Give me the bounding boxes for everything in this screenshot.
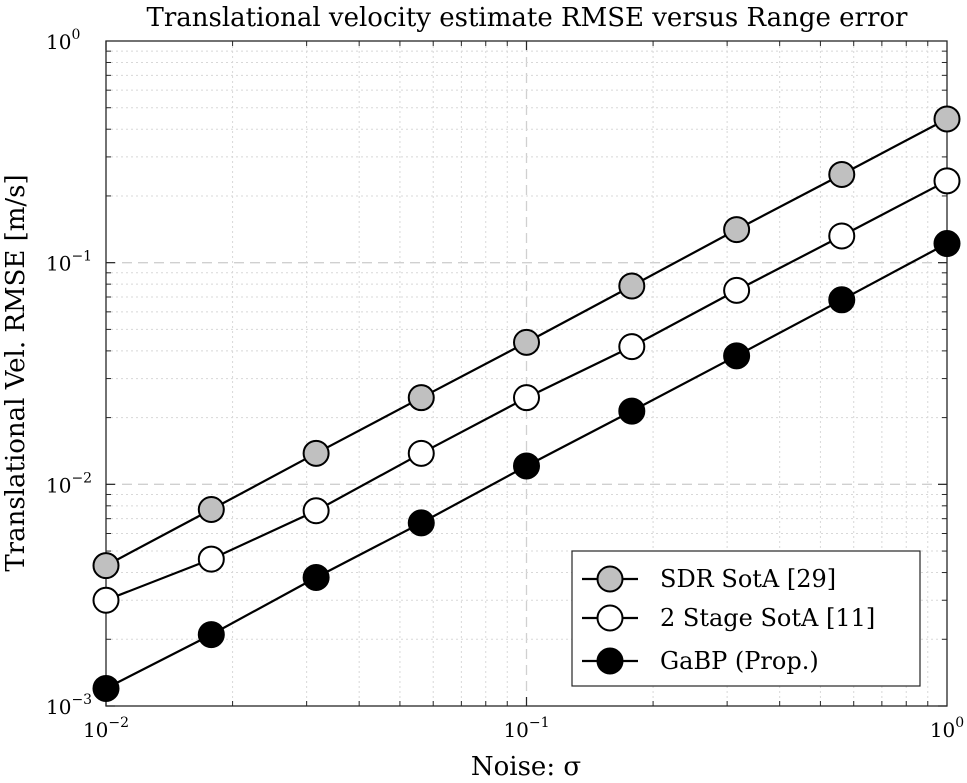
x-tick-label: 10−2 — [83, 715, 129, 742]
series-layer — [92, 105, 961, 702]
data-point — [723, 216, 751, 244]
data-point — [197, 621, 225, 649]
data-point — [618, 272, 646, 300]
legend: SDR SotA [29] 2 Stage SotA [11] GaBP (Prop… — [571, 550, 921, 687]
data-point — [933, 105, 961, 133]
legend-marker — [596, 647, 624, 675]
data-point — [92, 552, 120, 580]
data-point — [513, 384, 540, 412]
x-tick-labels: 10−2 10−1 100 — [83, 715, 964, 742]
x-axis-label: Noise: σ — [471, 752, 581, 782]
data-point — [828, 222, 856, 250]
y-tick-label: 10−2 — [46, 470, 92, 497]
data-point — [513, 328, 540, 356]
data-point — [92, 674, 120, 702]
data-point — [723, 342, 751, 370]
y-axis-label: Translational Vel. RMSE [m/s] — [1, 174, 31, 571]
tick-marks — [105, 41, 947, 707]
data-point — [618, 397, 646, 425]
data-point — [407, 509, 435, 537]
data-point — [302, 497, 330, 525]
data-point — [302, 439, 330, 467]
data-point — [302, 563, 330, 591]
data-point — [407, 439, 435, 467]
data-point — [618, 333, 646, 361]
data-point — [513, 452, 540, 480]
x-tick-label: 100 — [930, 715, 964, 742]
series-1 — [92, 105, 961, 580]
data-point — [197, 545, 225, 573]
data-point — [407, 384, 435, 412]
legend-entry: 2 Stage SotA [11] — [582, 604, 875, 632]
y-tick-label: 10−3 — [46, 692, 92, 719]
legend-marker — [596, 604, 624, 632]
x-tick-label: 10−1 — [503, 715, 549, 742]
data-point — [197, 495, 225, 523]
data-point — [828, 286, 856, 314]
legend-label: 2 Stage SotA [11] — [660, 604, 875, 632]
data-point — [828, 160, 856, 188]
legend-entry: SDR SotA [29] — [582, 565, 836, 593]
legend-label: GaBP (Prop.) — [660, 647, 819, 675]
y-tick-labels: 10−3 10−2 10−1 100 — [46, 27, 92, 719]
grid-layer — [106, 41, 947, 706]
chart-title: Translational velocity estimate RMSE ver… — [147, 3, 909, 33]
data-point — [933, 230, 961, 258]
legend-label: SDR SotA [29] — [660, 565, 836, 593]
legend-marker — [596, 565, 624, 593]
data-point — [92, 586, 120, 614]
data-point — [723, 276, 751, 304]
legend-entry: GaBP (Prop.) — [582, 647, 819, 675]
y-tick-label: 10−1 — [46, 249, 92, 276]
series-3 — [92, 230, 961, 702]
series-2 — [92, 167, 961, 614]
data-point — [933, 167, 961, 195]
y-tick-label: 100 — [46, 27, 80, 54]
